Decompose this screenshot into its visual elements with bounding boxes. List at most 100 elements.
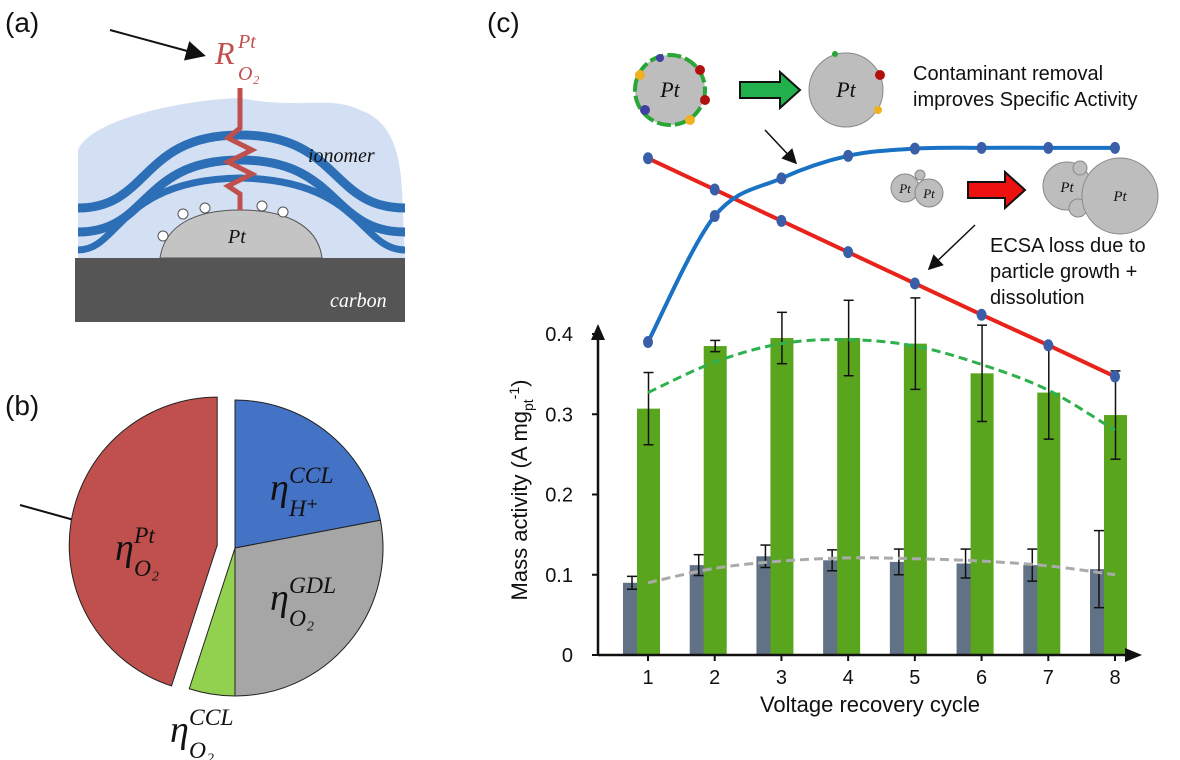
bar: [623, 582, 641, 655]
error-bar: [776, 311, 787, 365]
axis-arrow: [591, 324, 605, 340]
x-tick-label: 1: [642, 667, 653, 689]
annotation: dissolution: [990, 287, 1085, 309]
pt-label: Pt: [898, 181, 911, 196]
point: [909, 142, 920, 155]
resistance-label: R: [214, 35, 235, 71]
point: [1110, 370, 1120, 383]
bar: [970, 373, 994, 655]
math-sup: GDL: [289, 573, 336, 599]
point: [1043, 339, 1054, 352]
point: [843, 246, 854, 259]
bar: [756, 556, 775, 655]
pie-slice: [68, 396, 218, 687]
pie-slice: [234, 399, 381, 549]
bar: [956, 563, 975, 655]
bar: [1023, 565, 1042, 655]
pie-slice: [234, 519, 384, 697]
error-bar: [627, 575, 637, 590]
annotation: particle growth +: [990, 261, 1137, 283]
point: [843, 149, 854, 162]
bar: [703, 346, 727, 655]
green-arrow: [739, 69, 802, 111]
bar: [637, 408, 660, 655]
contaminants: [635, 54, 710, 125]
x-axis-label: Voltage recovery cycle: [760, 692, 980, 717]
ionomer-layer: [77, 130, 406, 213]
point: [1110, 141, 1120, 154]
arrow: [109, 29, 206, 61]
point: [1043, 141, 1054, 154]
resistance: [222, 88, 258, 210]
pt-particle: [808, 52, 884, 128]
trend-line: [647, 338, 1116, 432]
arrow: [927, 224, 976, 271]
pt-particle: [914, 169, 926, 181]
error-bar: [893, 548, 904, 576]
bar: [823, 560, 842, 655]
y-tick-label: 0.4: [545, 324, 573, 346]
error-bar: [960, 548, 971, 579]
math-sub: H⁺: [288, 496, 318, 522]
y-tick-label: 0.2: [545, 485, 573, 507]
y-label-sub: pt: [520, 399, 536, 411]
annotation: improves Specific Activity: [913, 89, 1138, 111]
point: [776, 214, 787, 227]
error-bar: [910, 297, 921, 391]
ionomer-label: ionomer: [308, 145, 375, 167]
math-sup: CCL: [189, 705, 234, 731]
trend-line: [647, 556, 1116, 585]
error-bar: [710, 339, 721, 353]
math-sub: O₂: [189, 738, 214, 760]
error-bar: [643, 371, 654, 446]
contaminants: [832, 51, 885, 114]
point: [709, 210, 720, 223]
red-arrow: [967, 169, 1027, 211]
panel-label: (c): [487, 7, 520, 38]
bar: [1090, 569, 1108, 655]
pt-particle: [1081, 157, 1159, 235]
error-bar: [977, 324, 988, 423]
point: [643, 336, 653, 349]
pt-label: Pt: [922, 186, 935, 201]
math-main: η: [115, 527, 134, 569]
error-bar: [1094, 529, 1104, 609]
pt-particle: [914, 178, 944, 208]
x-tick-label: 4: [843, 667, 854, 689]
math-sub: O₂: [134, 556, 159, 582]
error-bar: [693, 553, 704, 577]
point: [976, 308, 987, 321]
pie-slice: [188, 547, 236, 697]
pt-label: Pt: [1112, 189, 1127, 205]
y-tick-label: 0: [562, 645, 573, 667]
x-tick-label: 8: [1109, 667, 1120, 689]
point: [643, 152, 653, 165]
x-tick-label: 6: [976, 667, 987, 689]
bar: [903, 343, 927, 655]
point: [909, 277, 920, 290]
resistance-label-sub: O₂: [238, 63, 259, 85]
y-tick-label: 0.1: [545, 565, 573, 587]
panel-label: (b): [5, 390, 39, 421]
resistance-label-sup: Pt: [237, 31, 256, 53]
pt-label: Pt: [1059, 180, 1074, 196]
line: [647, 156, 1116, 379]
diagram-a: R Pt O₂ ionomer Pt carbon: [75, 29, 406, 322]
point: [709, 183, 720, 196]
bar: [1037, 392, 1061, 655]
panel-label: (a): [5, 7, 39, 38]
math-sub: O₂: [289, 606, 314, 632]
x-tick-label: 3: [776, 667, 787, 689]
arrow: [764, 129, 798, 165]
pt-particle: [1072, 160, 1088, 176]
y-label-sup: -1: [506, 387, 522, 400]
math-sup: Pt: [133, 523, 156, 549]
math-main: η: [270, 577, 289, 619]
error-bar: [843, 299, 854, 377]
y-label-close: ): [507, 380, 532, 387]
y-tick-label: 0.3: [545, 404, 573, 426]
bar: [889, 561, 908, 655]
pt-label: Pt: [659, 77, 680, 102]
y-axis-label: Mass activity (A mgpt-1): [506, 380, 536, 601]
